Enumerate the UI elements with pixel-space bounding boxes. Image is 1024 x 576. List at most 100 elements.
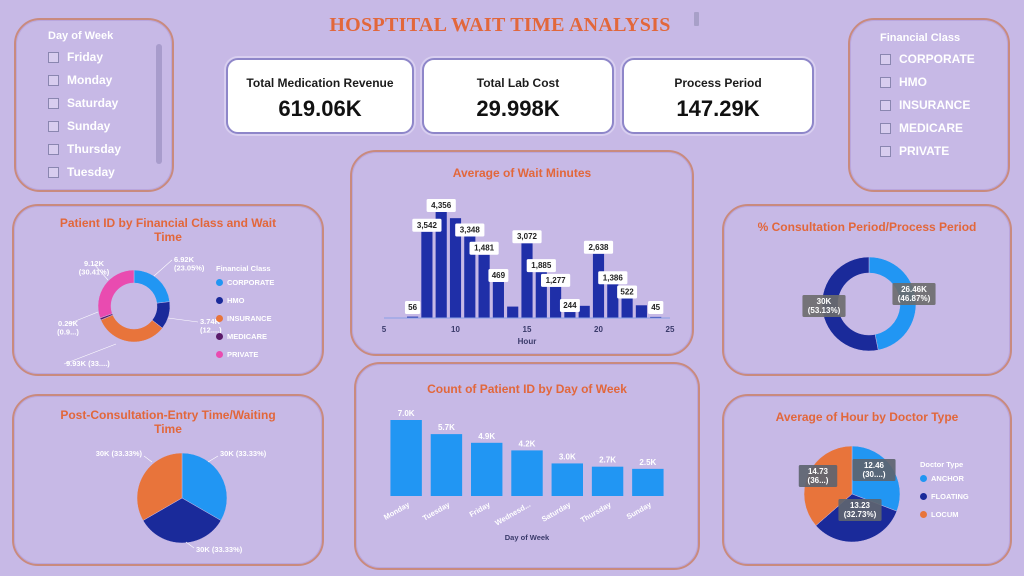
- checkbox[interactable]: [880, 76, 891, 88]
- bar: [607, 284, 619, 318]
- data-label: 2,638: [588, 243, 609, 252]
- bar: [511, 450, 543, 496]
- data-label: 3,348: [460, 225, 481, 234]
- data-label-bg: [404, 301, 421, 314]
- slicer-item-label: MEDICARE: [899, 121, 964, 135]
- slicer-item-label: Tuesday: [67, 165, 115, 179]
- legend-item-medicare[interactable]: MEDICARE: [216, 332, 267, 341]
- legend-label: CORPORATE: [227, 278, 275, 287]
- doctor-type-pie-chart: 12.46 (30....) 13.23 (32.73%) 14.73 (36...): [798, 445, 901, 543]
- legend-label: FLOATING: [931, 492, 969, 501]
- chart-title: Post-Consultation-Entry Time/Waiting Tim…: [60, 408, 276, 436]
- data-label: 3.0K: [559, 452, 576, 461]
- pie-slice: [136, 452, 183, 521]
- data-label: 244: [563, 301, 577, 310]
- data-label-bg: [559, 299, 580, 313]
- slicer-item-medicare[interactable]: MEDICARE: [880, 121, 963, 135]
- checkbox[interactable]: [48, 74, 59, 86]
- legend-dot: [920, 475, 927, 482]
- slicer-item-corporate[interactable]: CORPORATE: [880, 52, 975, 66]
- slicer-item-private[interactable]: PRIVATE: [880, 144, 949, 158]
- data-label-bg: [426, 198, 456, 212]
- legend-label: INSURANCE: [227, 314, 272, 323]
- bar: [621, 298, 633, 318]
- data-label: 9.12K (30.41%): [79, 259, 110, 277]
- wait-minutes-panel: Average of Wait Minutes 5 10 15 20 25 Hour 56 3…: [350, 150, 694, 356]
- slicer-item-sunday[interactable]: Sunday: [48, 119, 110, 133]
- slicer-item-monday[interactable]: Monday: [48, 73, 112, 87]
- pie-slice: [142, 497, 222, 544]
- bar: [564, 312, 576, 318]
- data-label-bg: [598, 271, 628, 285]
- data-label-bg: [648, 301, 664, 314]
- data-label: 45: [651, 303, 660, 312]
- post-consultation-panel: Post-Consultation-Entry Time/Waiting Tim…: [12, 394, 324, 566]
- data-label: 26.46K (46.87%): [898, 285, 931, 303]
- bar: [507, 306, 519, 318]
- leader-line: [153, 259, 173, 277]
- bar: [635, 305, 647, 318]
- legend-dot: [216, 333, 223, 340]
- checkbox[interactable]: [48, 120, 59, 132]
- patient-count-by-day-panel: Count of Patient ID by Day of Week 7.0K M…: [354, 362, 700, 570]
- slicer-item-label: Friday: [67, 50, 104, 64]
- financial-class-donut-chart: 6.92K (23.05%) 3.74K (12....) 9.93K (33....)…: [57, 255, 222, 368]
- legend-item-corporate[interactable]: CORPORATE: [216, 278, 274, 287]
- legend-item-anchor[interactable]: ANCHOR: [920, 474, 964, 483]
- financial-class-donut-panel: Patient ID by Financial Class and Wait T…: [12, 204, 324, 376]
- donut-slice: [821, 256, 879, 352]
- legend-item-private[interactable]: PRIVATE: [216, 350, 258, 359]
- checkbox[interactable]: [48, 97, 59, 109]
- chart-title: Count of Patient ID by Day of Week: [427, 382, 627, 396]
- data-label-bg: [838, 499, 882, 521]
- data-label: 0.29K (0.9...): [57, 319, 79, 337]
- data-label: 5.7K: [438, 423, 455, 432]
- bar: [650, 316, 662, 318]
- slicer-item-thursday[interactable]: Thursday: [48, 142, 121, 156]
- data-label-bg: [892, 283, 936, 305]
- x-tick-label: 5: [382, 325, 387, 334]
- legend-title: Doctor Type: [920, 460, 964, 469]
- slicer-item-label: Sunday: [67, 119, 111, 133]
- chart-title: % Consultation Period/Process Period: [757, 220, 977, 234]
- bar: [407, 316, 419, 318]
- wait-minutes-bar-chart: 5 10 15 20 25 Hour 56 3,542 4,356 3,348 1,481 469 3,…: [382, 198, 675, 346]
- x-axis-label: Day of Week: [505, 533, 550, 542]
- slicer-item-insurance[interactable]: INSURANCE: [880, 98, 970, 112]
- legend-item-locum[interactable]: LOCUM: [920, 510, 959, 519]
- legend-item-floating[interactable]: FLOATING: [920, 492, 969, 501]
- slicer-item-friday[interactable]: Friday: [48, 50, 103, 64]
- leader-line: [143, 455, 153, 463]
- legend-dot: [216, 279, 223, 286]
- leader-line: [67, 311, 99, 325]
- checkbox[interactable]: [48, 166, 59, 178]
- checkbox[interactable]: [880, 99, 891, 111]
- legend-label: LOCUM: [931, 510, 959, 519]
- financial-class-slicer: Financial Class CORPORATE HMO INSURANCE …: [848, 18, 1010, 192]
- checkbox[interactable]: [880, 53, 891, 65]
- slicer-scrollbar[interactable]: [156, 44, 162, 164]
- checkbox[interactable]: [880, 145, 891, 157]
- checkbox[interactable]: [48, 51, 59, 63]
- x-tick-label: Wednesd...: [493, 500, 532, 528]
- data-label: 30K (33.33%): [96, 449, 143, 458]
- checkbox[interactable]: [880, 122, 891, 134]
- dashboard-title: HOSPTITAL WAIT TIME ANALYSIS: [329, 14, 671, 36]
- legend-item-hmo[interactable]: HMO: [216, 296, 245, 305]
- checkbox[interactable]: [48, 143, 59, 155]
- slicer-item-saturday[interactable]: Saturday: [48, 96, 118, 110]
- legend-item-insurance[interactable]: INSURANCE: [216, 314, 272, 323]
- leader-line: [93, 263, 109, 281]
- slicer-item-hmo[interactable]: HMO: [880, 75, 927, 89]
- data-label: 3,542: [417, 221, 438, 230]
- data-label: 1,277: [546, 276, 567, 285]
- data-label: 7.0K: [398, 409, 415, 418]
- data-label: 14.73 (36...): [808, 467, 829, 485]
- data-label: 56: [408, 303, 417, 312]
- bar: [591, 466, 624, 496]
- bar: [592, 253, 605, 318]
- bar: [535, 272, 547, 318]
- data-label: 1,481: [474, 244, 495, 253]
- legend-label: HMO: [227, 296, 245, 305]
- slicer-item-tuesday[interactable]: Tuesday: [48, 165, 115, 179]
